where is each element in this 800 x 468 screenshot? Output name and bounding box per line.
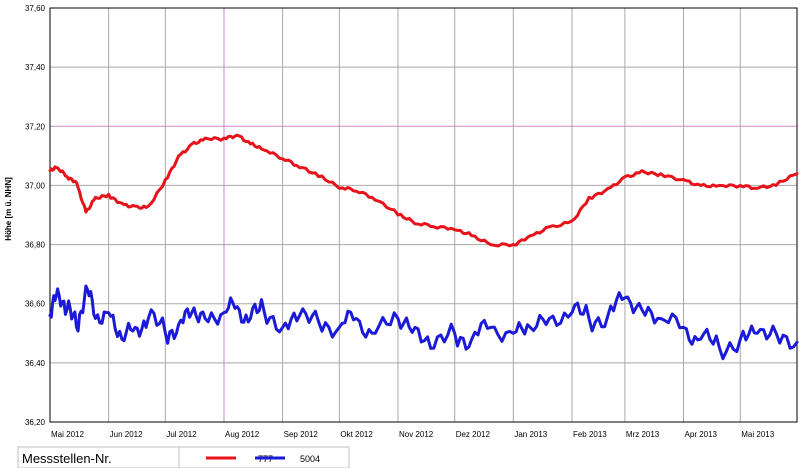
- plot-frame: [49, 7, 798, 423]
- x-tick-label: Mai 2013: [741, 430, 774, 439]
- y-tick-label: 37,60: [25, 4, 46, 13]
- series-lines: [48, 133, 799, 361]
- y-tick-label: 37,00: [25, 181, 46, 190]
- series-line-777: [48, 133, 799, 248]
- y-tick-label: 36,20: [25, 418, 46, 427]
- x-tick-label: Jun 2012: [110, 430, 143, 439]
- y-tick-label: 36,40: [25, 359, 46, 368]
- legend[interactable]: Messstellen-Nr. 7775004: [17, 446, 350, 468]
- y-axis-label: Höhe [m ü. NHN]: [4, 177, 13, 241]
- y-tick-label: 37,20: [25, 122, 46, 131]
- series-line-5004: [48, 284, 799, 361]
- x-tick-label: Feb 2013: [573, 430, 607, 439]
- x-tick-label: Nov 2012: [399, 430, 434, 439]
- y-tick-label: 36,80: [25, 241, 46, 250]
- x-tick-label: Aug 2012: [225, 430, 260, 439]
- grid: [49, 7, 797, 423]
- x-tick-label: Mrz 2013: [626, 430, 660, 439]
- y-tick-label: 37,40: [25, 63, 46, 72]
- x-tick-label: Jan 2013: [514, 430, 547, 439]
- x-tick-label: Apr 2013: [685, 430, 718, 439]
- legend-items: 7775004: [206, 454, 320, 464]
- legend-label-5004: 5004: [300, 454, 320, 464]
- y-axis-ticks: 36,20 36,40 36,60 36,80 37,00 37,20 37,40 37,60: [25, 4, 46, 427]
- x-tick-label: Sep 2012: [284, 430, 319, 439]
- x-tick-label: Dez 2012: [456, 430, 491, 439]
- x-tick-label: Jul 2012: [166, 430, 197, 439]
- x-axis-ticks: Mai 2012 Jun 2012 Jul 2012 Aug 2012 Sep 2012…: [51, 430, 775, 439]
- legend-title: Messstellen-Nr.: [22, 451, 112, 466]
- x-tick-label: Okt 2012: [340, 430, 373, 439]
- x-tick-label: Mai 2012: [51, 430, 84, 439]
- y-tick-label: 36,60: [25, 300, 46, 309]
